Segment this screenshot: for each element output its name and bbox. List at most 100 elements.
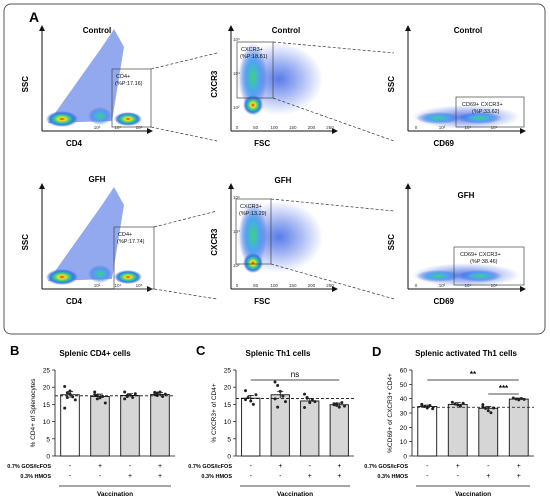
flow-tick-label: 0 [236,125,239,130]
bar [241,397,261,457]
flow-tick-label: 200 [308,125,316,130]
gate-percent: (%P:13.29) [239,211,267,217]
data-point [281,394,285,398]
flow-tick-label: 10² [94,283,101,288]
density-core [243,95,263,115]
flow-tick-label: 0 [236,283,239,288]
density-core [416,270,460,282]
density-core [88,265,112,283]
factor-level: + [278,463,282,470]
flow-plot-title: GFH [275,176,292,185]
flow-x-label: FSC [254,297,270,306]
gate-connector [272,97,395,142]
factor-level: + [517,463,521,470]
arrow-y-icon [405,183,411,189]
density-cloud [46,187,142,285]
y-tick-label: 60 [400,368,408,375]
flow-plot-title: GFH [458,191,475,200]
arrow-x-icon [520,286,526,292]
factor-level: - [309,463,312,470]
gate-percent: (%P:33.62) [472,109,500,115]
flow-y-label: CXCR3 [210,228,219,256]
gate-box [111,68,152,128]
flow-tick-label: 10⁴ [115,283,122,288]
gate-percent: (%P:38.46) [470,259,498,265]
data-point [308,401,312,405]
y-tick-label: 10 [43,419,51,426]
data-point [431,407,435,411]
group-label: Vaccination [455,491,491,498]
bar [329,404,349,457]
arrow-y-icon [228,25,234,31]
data-point [278,389,282,393]
factor-label: 0.3% HMOS [201,474,232,480]
flow-tick-label: 10² [233,263,240,268]
bar [478,407,499,457]
flow-tick-label: 100 [270,283,278,288]
density-cloud [412,263,520,287]
gate-box [236,41,274,99]
density-core [88,107,112,125]
data-point [313,400,317,404]
arrow-x-icon [520,128,526,134]
arrow-y-icon [39,25,45,31]
factor-level: + [456,463,460,470]
gate-connector [153,288,218,300]
data-point [276,383,280,387]
flow-tick-label: 200 [308,283,316,288]
flow-x-label: FSC [254,139,270,148]
flow-plot-title: Control [83,26,111,35]
bar [60,394,80,457]
y-tick-label: 30 [400,411,408,418]
factor-level: - [279,473,282,480]
y-tick-label: 20 [400,425,408,432]
data-point [98,396,102,400]
density-core [114,270,142,284]
flow-y-label: SSC [387,234,396,251]
data-point [131,396,135,400]
data-point [123,390,127,394]
gate-box [113,226,155,290]
density-core [458,270,502,282]
flow-tick-label: 10⁶ [491,125,498,130]
data-point [276,405,280,409]
data-point [489,411,493,415]
flow-tick-label: 10⁶ [233,37,240,42]
gate-name: CD69+ CXCR3+ [460,252,501,258]
data-point [254,393,258,397]
gate-percent: (%P:17.16) [115,81,143,87]
density-cloud [235,201,323,273]
density-cloud [235,43,323,115]
panel-a-frame [3,3,546,335]
flow-plot-title: Control [454,26,482,35]
density-core [416,112,460,124]
flow-plot: GFH CD4 SSC 10² 10⁴ 10⁶ CD4+(%P:17.74) [21,175,218,306]
gate-connector [150,126,218,142]
density-core [239,201,267,269]
data-point [519,397,523,401]
y-tick-label: 20 [43,385,51,392]
data-point [461,401,465,405]
flow-tick-label: 10⁴ [233,229,240,234]
gate-connector [153,210,218,228]
group-label: Vaccination [277,491,313,498]
arrow-x-icon [332,128,338,134]
data-point [103,401,107,405]
data-point [514,397,518,401]
density-plume [48,187,124,281]
chart-title: Splenic CD4+ cells [59,349,131,358]
data-point [65,396,69,400]
y-tick-label: 0 [227,454,231,461]
y-tick-label: 5 [46,436,50,443]
y-tick-label: 5 [227,436,231,443]
data-point [158,390,162,394]
flow-plot: GFH FSC CXCR3 0 50 100 150 200 250 10⁶ 10⁴ 10² CXCR3… [210,176,395,306]
factor-level: + [158,473,162,480]
gate-connector [272,41,395,54]
data-point [517,398,521,402]
density-core [458,112,502,124]
y-tick-label: 25 [224,368,232,375]
density-core [239,43,267,111]
factor-level: - [457,473,460,480]
